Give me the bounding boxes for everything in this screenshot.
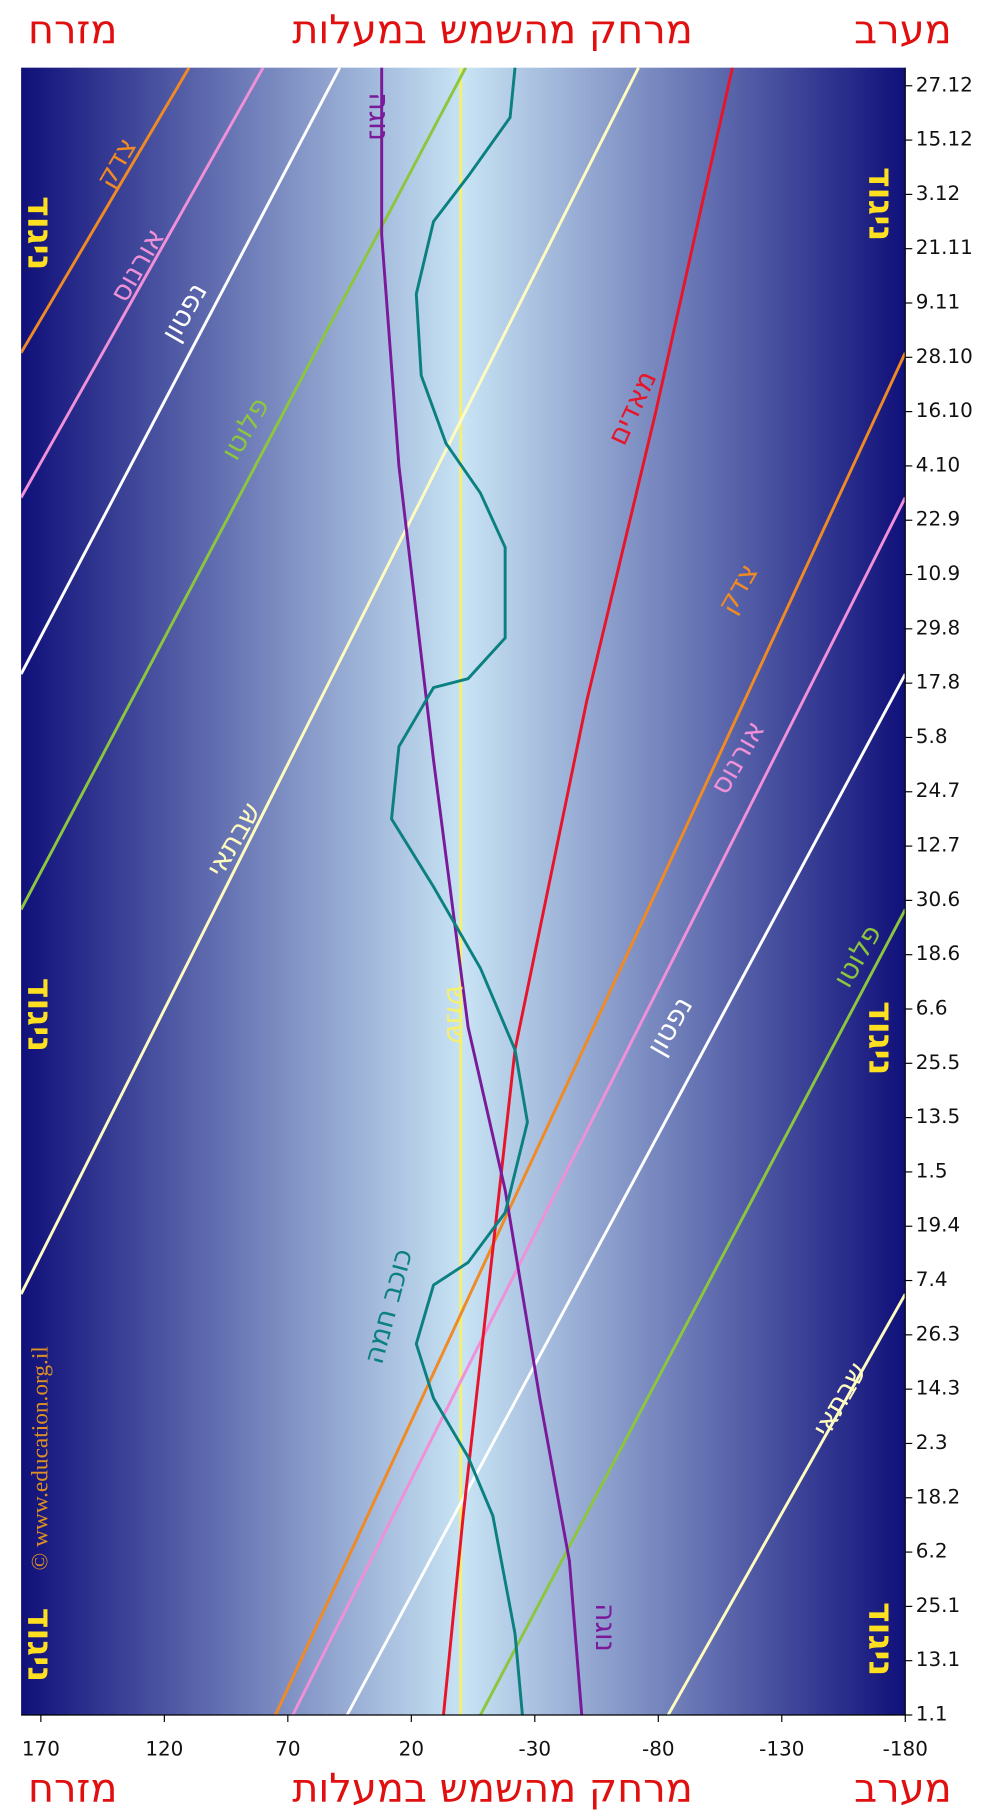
- west-label: מערב: [854, 7, 952, 53]
- opposition-label: ניגוד: [20, 1608, 61, 1682]
- y-tick-label: 5.8: [916, 725, 948, 748]
- west-label: מערב: [854, 1765, 952, 1811]
- series-label: נוגה: [363, 92, 396, 141]
- y-tick-label: 22.9: [916, 508, 960, 531]
- y-tick-label: 6.2: [916, 1540, 948, 1563]
- y-tick-label: 1.5: [916, 1159, 948, 1182]
- y-tick-label: 30.6: [916, 888, 960, 911]
- y-tick-label: 26.3: [916, 1322, 960, 1345]
- y-tick-label: 29.8: [916, 616, 960, 639]
- series-line: [21, 67, 906, 1715]
- series-line: [390, 67, 529, 1715]
- y-tick-label: 17.8: [916, 671, 960, 694]
- opposition-label: ניגוד: [20, 196, 61, 270]
- y-tick-label: 7.4: [916, 1268, 948, 1291]
- y-tick-label: 2.3: [916, 1431, 948, 1454]
- y-tick-label: 25.5: [916, 1051, 960, 1074]
- x-tick-label: -130: [759, 1738, 804, 1761]
- east-label: מזרח: [28, 1765, 117, 1811]
- x-tick-label: -30: [519, 1738, 552, 1761]
- y-tick-label: 1.1: [916, 1703, 948, 1726]
- x-tick-label: 170: [22, 1738, 60, 1761]
- y-tick-label: 6.6: [916, 997, 948, 1020]
- opposition-label: ניגוד: [860, 1001, 901, 1075]
- y-tick-label: 13.5: [916, 1105, 960, 1128]
- y-tick-label: 4.10: [916, 453, 960, 476]
- series-line: [380, 67, 584, 1715]
- y-tick-label: 25.1: [916, 1594, 960, 1617]
- y-tick-label: 24.7: [916, 779, 960, 802]
- series-lines: [21, 67, 906, 1715]
- y-tick-label: 3.12: [916, 182, 960, 205]
- series-line: [442, 67, 734, 1715]
- y-tick-label: 14.3: [916, 1377, 960, 1400]
- y-tick-label: 28.10: [916, 345, 973, 368]
- y-tick-label: 18.2: [916, 1485, 960, 1508]
- x-tick-label: 20: [399, 1738, 424, 1761]
- y-tick-label: 10.9: [916, 562, 960, 585]
- y-tick-label: 12.7: [916, 834, 960, 857]
- y-tick-label: 21.11: [916, 236, 973, 259]
- chart-title: מרחק מהשמש במעלות: [292, 1765, 693, 1811]
- east-label: מזרח: [28, 7, 117, 53]
- series-label: נוגה: [589, 1603, 622, 1652]
- series-line: [21, 67, 906, 1715]
- series-label: שמש: [440, 986, 473, 1045]
- y-tick-label: 13.1: [916, 1648, 960, 1671]
- x-tick-label: 120: [145, 1738, 183, 1761]
- series-line: [21, 67, 906, 1715]
- y-tick-label: 9.11: [916, 291, 960, 314]
- series-line: [21, 67, 906, 1715]
- x-tick-label: 70: [275, 1738, 300, 1761]
- series-line: [21, 67, 906, 1715]
- opposition-label: ניגוד: [20, 978, 61, 1052]
- plot-background: [21, 67, 906, 1716]
- x-tick-label: -180: [883, 1738, 928, 1761]
- y-tick-label: 18.6: [916, 942, 960, 965]
- x-tick-label: -80: [642, 1738, 675, 1761]
- chart-title: מרחק מהשמש במעלות: [292, 7, 693, 53]
- opposition-label: ניגוד: [860, 167, 901, 241]
- y-tick-label: 19.4: [916, 1214, 960, 1237]
- opposition-label: ניגוד: [860, 1602, 901, 1676]
- y-tick-label: 27.12: [916, 73, 973, 96]
- credit: © www.education.org.il: [28, 1346, 54, 1571]
- y-tick-label: 15.12: [916, 128, 973, 151]
- y-tick-label: 16.10: [916, 399, 973, 422]
